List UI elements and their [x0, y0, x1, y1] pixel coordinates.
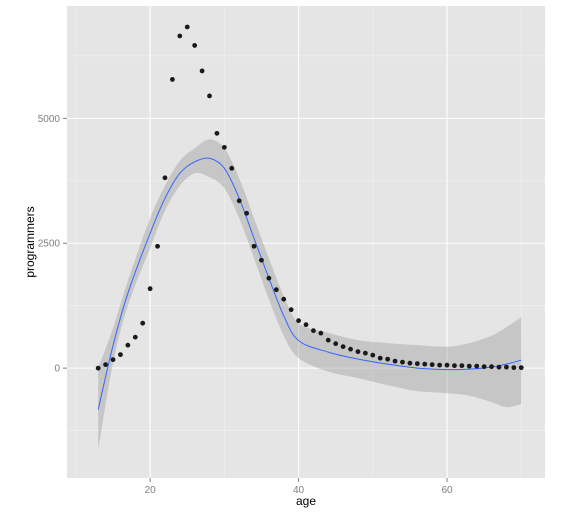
data-point [162, 175, 168, 181]
data-point [125, 342, 131, 348]
data-point [362, 350, 368, 356]
plot-panel [67, 6, 545, 478]
data-point [414, 361, 420, 367]
data-point [221, 144, 227, 150]
data-point [140, 320, 146, 326]
x-axis-ticks: 20 40 60 [145, 478, 453, 496]
grid-lines [67, 6, 545, 478]
data-point [288, 307, 294, 313]
x-axis-title: age [296, 494, 316, 508]
x-tick-label: 40 [293, 485, 305, 496]
data-point [459, 363, 465, 369]
data-point [296, 318, 301, 324]
data-point [266, 275, 272, 281]
data-point [229, 165, 235, 171]
data-point [496, 364, 502, 370]
data-point [518, 365, 524, 371]
data-point [355, 349, 361, 355]
data-point [340, 344, 346, 350]
y-tick-label: 5000 [38, 114, 61, 125]
data-point [481, 364, 487, 370]
data-point [184, 24, 190, 30]
data-point [251, 243, 257, 249]
data-point [444, 362, 450, 368]
data-point [311, 328, 316, 334]
data-point [437, 362, 443, 368]
data-point [110, 357, 116, 363]
y-tick-label: 0 [54, 364, 60, 375]
data-point [95, 365, 101, 371]
data-point [147, 286, 153, 292]
data-point [103, 362, 108, 368]
x-tick-label: 60 [441, 485, 453, 496]
data-point [155, 243, 160, 249]
data-point [466, 363, 472, 369]
data-point [422, 361, 428, 367]
data-point [392, 358, 398, 364]
data-point [199, 68, 205, 74]
data-point [318, 330, 324, 336]
data-point [214, 130, 220, 136]
y-axis-ticks: 0 2500 5000 [38, 114, 67, 375]
y-tick-label: 2500 [38, 239, 61, 250]
data-point [370, 352, 376, 358]
data-point [192, 43, 198, 48]
y-axis-title: programmers [23, 206, 37, 277]
data-point [177, 33, 183, 39]
data-point [169, 77, 175, 82]
data-point [273, 287, 279, 293]
data-point [207, 93, 212, 99]
data-point [511, 365, 517, 371]
data-point [259, 257, 264, 263]
data-point [348, 346, 353, 352]
data-point [281, 296, 287, 302]
data-point [303, 322, 309, 328]
data-point [400, 359, 405, 365]
data-point [236, 198, 242, 204]
data-point [504, 364, 509, 370]
data-point [407, 360, 413, 366]
x-tick-label: 20 [145, 485, 157, 496]
data-point [385, 356, 391, 362]
data-point [325, 337, 331, 343]
data-point [132, 334, 138, 340]
data-point [489, 364, 494, 370]
data-point [244, 210, 250, 216]
data-points [95, 24, 524, 371]
data-point [452, 363, 457, 369]
data-point [377, 355, 383, 361]
data-point [474, 363, 480, 369]
confidence-band [98, 139, 522, 451]
data-point [333, 341, 339, 347]
data-point [429, 362, 435, 368]
data-point [118, 352, 123, 358]
